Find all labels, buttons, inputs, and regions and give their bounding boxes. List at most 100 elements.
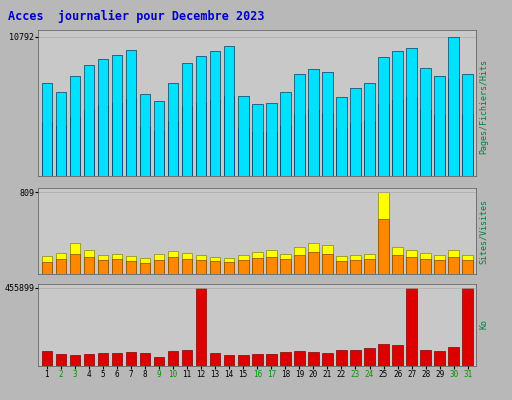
Bar [266, 102, 276, 176]
Bar [462, 114, 473, 176]
Bar [322, 353, 333, 366]
Bar [266, 257, 276, 274]
Bar [407, 288, 417, 366]
Bar [280, 126, 291, 176]
Bar [210, 261, 221, 274]
Bar [70, 254, 80, 274]
Bar [238, 255, 248, 274]
Bar [98, 255, 108, 274]
Bar [168, 351, 178, 366]
Bar [182, 106, 193, 176]
Bar [140, 263, 151, 274]
Bar [462, 260, 473, 274]
Bar [364, 120, 375, 176]
Bar [449, 79, 459, 176]
Bar [238, 128, 248, 176]
Bar [434, 255, 445, 274]
Bar [56, 126, 66, 176]
Text: Sites/Visites: Sites/Visites [479, 200, 488, 264]
Bar [322, 245, 333, 274]
Bar [83, 250, 94, 274]
Bar [182, 350, 193, 366]
Bar [140, 353, 151, 366]
Bar [112, 102, 122, 176]
Bar [224, 46, 234, 176]
Bar [126, 99, 136, 176]
Bar [434, 76, 445, 176]
Bar [168, 257, 178, 274]
Bar [83, 257, 94, 274]
Bar [252, 104, 263, 176]
Bar [154, 260, 164, 274]
Bar [98, 105, 108, 176]
Bar [41, 352, 52, 366]
Bar [41, 122, 52, 176]
Bar [70, 117, 80, 176]
Bar [322, 254, 333, 274]
Bar [392, 346, 403, 366]
Bar [336, 98, 347, 176]
Bar [182, 253, 193, 274]
Bar [140, 127, 151, 176]
Bar [238, 260, 248, 274]
Bar [294, 255, 305, 274]
Text: Pages/Fichiers/Hits: Pages/Fichiers/Hits [479, 58, 488, 154]
Bar [168, 120, 178, 176]
Bar [70, 355, 80, 366]
Bar [449, 250, 459, 274]
Bar [182, 259, 193, 274]
Bar [196, 102, 206, 176]
Bar [41, 256, 52, 274]
Bar [154, 254, 164, 274]
Bar [462, 74, 473, 176]
Bar [407, 98, 417, 176]
Bar [308, 352, 318, 366]
Bar [407, 257, 417, 274]
Bar [280, 92, 291, 176]
Bar [154, 101, 164, 176]
Bar [407, 250, 417, 274]
Bar [83, 354, 94, 366]
Bar [266, 354, 276, 366]
Bar [392, 51, 403, 176]
Bar [364, 348, 375, 366]
Bar [420, 259, 431, 274]
Bar [224, 355, 234, 366]
Bar [210, 353, 221, 366]
Bar [420, 110, 431, 176]
Bar [252, 132, 263, 176]
Bar [336, 350, 347, 366]
Bar [154, 131, 164, 176]
Bar [308, 243, 318, 274]
Bar [308, 69, 318, 176]
Bar [392, 247, 403, 274]
Bar [238, 96, 248, 176]
Bar [308, 110, 318, 176]
Bar [56, 354, 66, 366]
Bar [449, 257, 459, 274]
Bar [336, 261, 347, 274]
Bar [182, 63, 193, 176]
Bar [252, 258, 263, 274]
Bar [112, 353, 122, 366]
Bar [336, 128, 347, 176]
Bar [83, 110, 94, 176]
Bar [308, 252, 318, 274]
Bar [140, 94, 151, 176]
Bar [434, 351, 445, 366]
Bar [294, 247, 305, 274]
Bar [280, 259, 291, 274]
Bar [140, 258, 151, 274]
Bar [462, 255, 473, 274]
Bar [350, 255, 361, 274]
Bar [322, 72, 333, 176]
Bar [41, 83, 52, 176]
Bar [294, 351, 305, 366]
Bar [392, 255, 403, 274]
Bar [210, 51, 221, 176]
Bar [98, 260, 108, 274]
Bar [126, 352, 136, 366]
Bar [350, 260, 361, 274]
Bar [210, 257, 221, 274]
Bar [112, 254, 122, 274]
